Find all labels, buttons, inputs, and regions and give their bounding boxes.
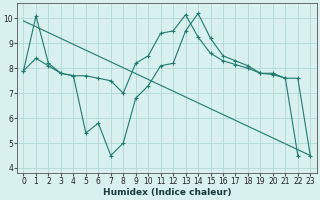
X-axis label: Humidex (Indice chaleur): Humidex (Indice chaleur) — [103, 188, 231, 197]
